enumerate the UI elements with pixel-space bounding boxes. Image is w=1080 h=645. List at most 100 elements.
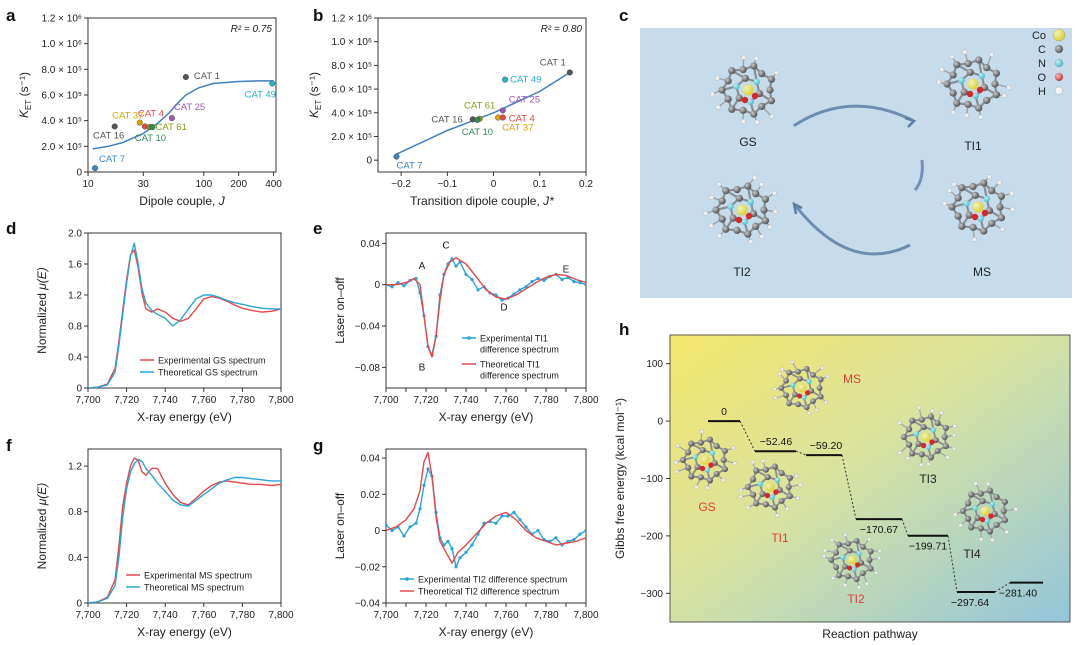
y-axis-label-text: Laser on–off [333,492,347,559]
series-marker [426,467,430,471]
hydrogen-atom [790,359,794,364]
oxygen-atom [979,516,986,523]
hydrogen-atom [990,537,995,542]
data-label: CAT 49 [510,75,541,86]
data-label: CAT 10 [462,127,493,138]
hydrogen-atom [708,194,714,200]
hydrogen-atom [721,478,726,483]
atom-shine [972,92,979,99]
x-tick-label: 7,740 [453,395,478,406]
atom-shine [704,467,710,473]
data-label: CAT 25 [174,102,205,113]
data-label: CAT 25 [509,94,540,105]
chart-f: 7,700 7,720 7,740 7,760 7,780 7,800 0 0.4 0.8 1.2… [35,448,294,639]
hydrogen-atom [951,181,957,187]
hydrogen-atom [986,481,991,486]
atom-shine [739,66,747,74]
y-axis-label-var: μ(E) [35,483,49,507]
atom-shine [803,404,810,411]
x-tick-label: 7,760 [191,610,216,621]
hydrogen-atom [945,455,950,460]
oxygen-atom [764,492,771,499]
hydrogen-atom [823,400,828,405]
data-point [111,123,118,130]
atom-shine [991,80,999,88]
connector-line [795,450,807,456]
atom-shine [712,206,720,214]
hydrogen-atom [759,182,764,187]
y-tick-label: 4.0 × 10⁵ [331,108,372,119]
x-tick-label: 7,740 [153,395,178,406]
series-marker [386,523,388,527]
atom-shine [733,83,740,90]
atom-shine [741,218,748,225]
atom-shine [795,401,801,408]
atom-shine [744,230,752,238]
y-tick-label: 1.2 [68,291,82,302]
state-label-ti4: TI4 [963,547,981,561]
hydrogen-atom [950,110,956,115]
atom-shine [729,214,737,222]
atom-shine [988,219,996,227]
atom-shine [728,67,736,75]
y-tick-label: 0 [366,156,372,167]
x-tick-label: 7,700 [75,395,100,406]
hydrogen-atom [716,181,722,187]
oxygen-atom [971,213,979,221]
atom-shine [752,222,760,230]
atom-shine [948,203,956,211]
x-tick-label: 10 [82,179,94,190]
x-tick-label: 7,700 [75,610,100,621]
atom-shine [803,365,810,372]
y-axis-label-unit: (s⁻¹) [17,72,31,100]
atom-shine [942,424,949,431]
state-label-ti2: TI2 [847,592,865,606]
atom-shine [744,182,752,190]
oxygen-atom [751,92,759,100]
data-label: CAT 1 [194,71,220,82]
energy-value: −297.64 [951,597,989,609]
x-tick-label: 7,700 [373,610,398,621]
atom-shine [735,94,743,102]
series-marker [464,272,468,276]
atom-shine [706,436,713,443]
series-marker [524,525,528,529]
series-marker [518,518,522,522]
series-marker [470,277,474,282]
atom-legend-label: C [1038,44,1046,56]
connector-line [901,518,909,536]
atom-shine [692,454,698,460]
atom-shine [760,206,768,214]
series-marker [390,285,394,289]
x-axis-label: Dipole couple, J [139,194,225,208]
data-point [499,114,506,121]
hydrogen-atom [767,224,773,230]
atom-shine [953,61,961,69]
atom-shine [918,451,925,458]
r-squared-label: R² = 0.75 [231,24,273,35]
atom-shine [989,501,996,507]
series-marker [458,556,462,560]
series-marker [530,279,534,284]
y-tick-label: 8.0 × 10⁵ [41,65,82,76]
atom-shine [942,443,949,450]
oxygen-atom [966,90,974,98]
hydrogen-atom [715,104,721,110]
atom-shine [918,416,925,423]
hydrogen-atom [897,450,902,455]
hydrogen-atom [741,54,747,60]
y-axis-label: KET (s⁻¹) [17,72,33,118]
atom-shine [913,431,919,437]
y-tick-label: −0.04 [355,599,381,610]
y-tick-label: 0 [76,599,82,610]
y-tick-label: −100 [640,474,663,485]
hydrogen-atom [699,429,704,434]
atom-shine [783,377,790,384]
atom-shine [761,217,770,225]
data-point [474,116,481,123]
atom-shine [720,456,727,464]
atom-shine [778,470,785,477]
atom-shine [817,393,824,400]
y-axis-label-text: K [307,109,321,118]
atom-shine [797,383,807,393]
